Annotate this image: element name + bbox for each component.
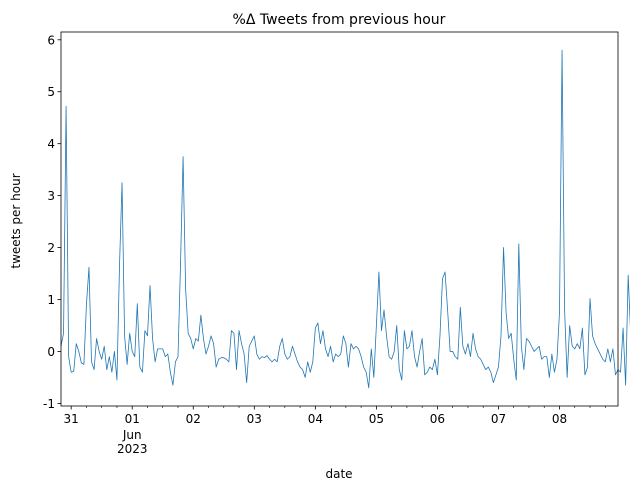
x-tick-sublabel: 2023 [117, 442, 148, 456]
x-tick-label: 05 [369, 412, 384, 426]
y-tick-label: 6 [47, 33, 55, 47]
x-tick-label: 01 [125, 412, 140, 426]
x-axis-label: date [325, 467, 352, 481]
x-tick-label: 08 [552, 412, 567, 426]
x-tick-label: 04 [308, 412, 323, 426]
y-tick-label: 5 [47, 85, 55, 99]
y-tick-label: 3 [47, 189, 55, 203]
y-axis: -1 0 1 2 3 4 5 6 [43, 33, 61, 411]
y-tick-label: 2 [47, 241, 55, 255]
chart-title: %Δ Tweets from previous hour [233, 12, 446, 28]
x-tick-label: 07 [491, 412, 506, 426]
x-tick-label: 06 [430, 412, 445, 426]
y-axis-label: tweets per hour [9, 173, 23, 268]
plot-frame [60, 31, 619, 407]
plot-area [60, 49, 630, 389]
y-tick-label: -1 [43, 397, 55, 411]
y-tick-label: 1 [47, 293, 55, 307]
y-tick-label: 4 [47, 137, 55, 151]
x-tick-sublabel: Jun [122, 428, 142, 442]
y-tick-label: 0 [47, 345, 55, 359]
x-tick-label: 03 [247, 412, 262, 426]
x-tick-label: 02 [186, 412, 201, 426]
series-line [60, 49, 630, 389]
x-tick-label: 31 [64, 412, 79, 426]
